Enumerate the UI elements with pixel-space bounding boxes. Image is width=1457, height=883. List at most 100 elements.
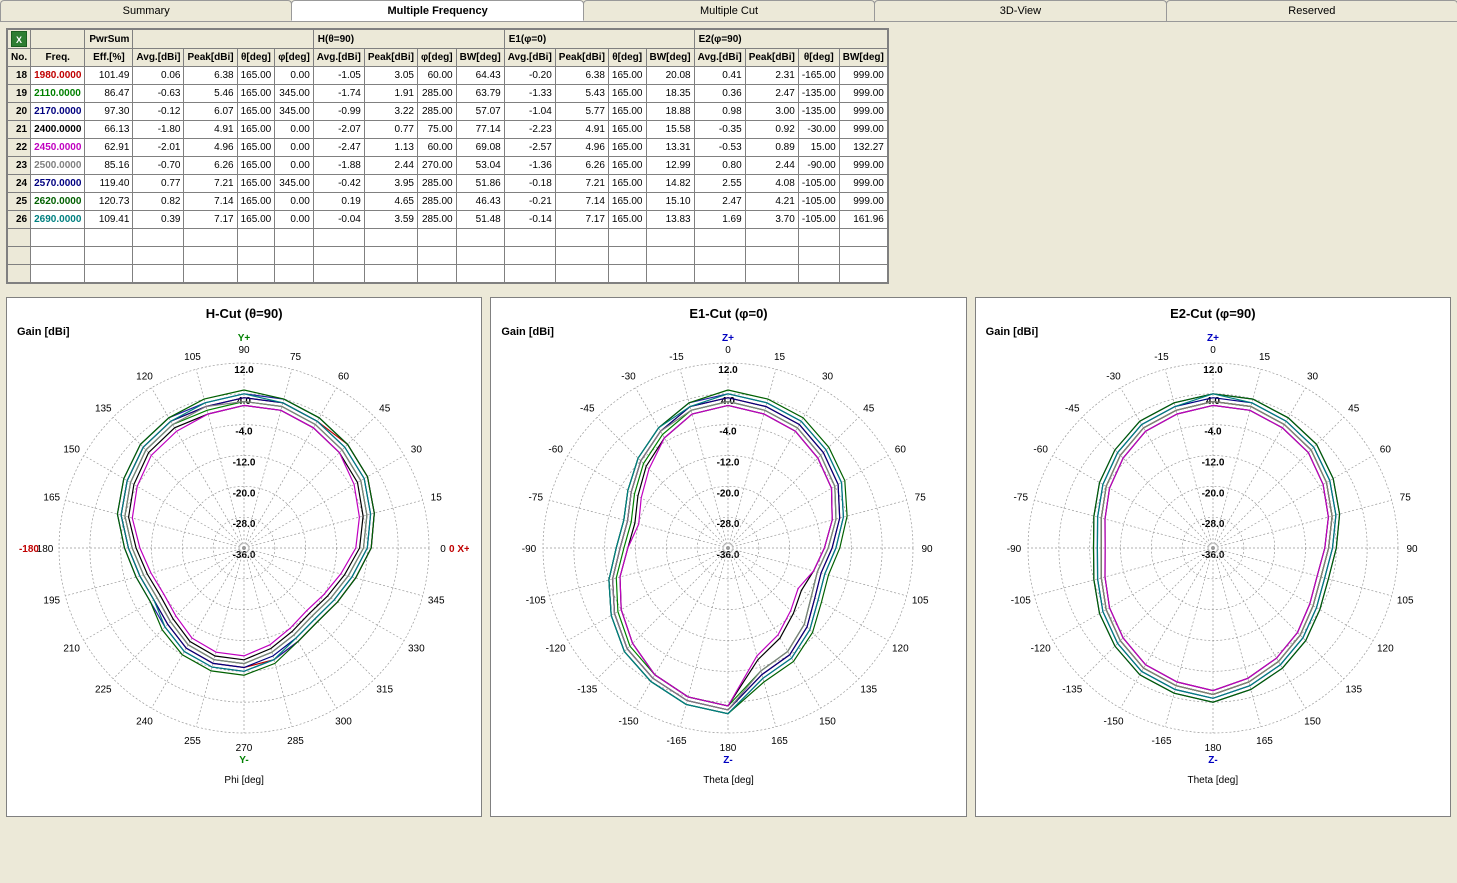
tab-3d-view[interactable]: 3D-View	[874, 0, 1166, 21]
data-cell: 3.70	[745, 211, 798, 229]
data-cell: 4.96	[184, 139, 237, 157]
axis-label: Theta [deg]	[495, 775, 961, 786]
svg-text:60: 60	[1380, 445, 1392, 456]
group-header: H(θ=90)	[313, 30, 504, 49]
svg-text:45: 45	[1348, 403, 1360, 414]
tab-reserved[interactable]: Reserved	[1166, 0, 1457, 21]
excel-export-icon[interactable]: X	[11, 31, 27, 47]
table-row[interactable]: 252620.0000120.730.827.14165.000.000.194…	[8, 193, 888, 211]
svg-text:165: 165	[44, 492, 61, 503]
svg-text:X- -180: X- -180	[19, 544, 39, 555]
data-cell: 6.38	[184, 67, 237, 85]
data-cell: 6.26	[184, 157, 237, 175]
svg-text:-4.0: -4.0	[720, 427, 738, 438]
svg-text:-28.0: -28.0	[233, 519, 256, 530]
freq-cell: 2620.0000	[31, 193, 85, 211]
data-cell: 165.00	[608, 211, 646, 229]
table-row[interactable]: 232500.000085.16-0.706.26165.000.00-1.88…	[8, 157, 888, 175]
table-row[interactable]: 222450.000062.91-2.014.96165.000.00-2.47…	[8, 139, 888, 157]
data-cell: 165.00	[237, 121, 275, 139]
data-cell: 120.73	[85, 193, 133, 211]
table-row[interactable]: 212400.000066.13-1.804.91165.000.00-2.07…	[8, 121, 888, 139]
data-cell: 51.86	[456, 175, 504, 193]
data-cell: 0.36	[694, 85, 745, 103]
trace-line	[132, 405, 359, 656]
tab-summary[interactable]: Summary	[0, 0, 292, 21]
polar-plot: 12.04.0-4.0-12.0-20.0-28.0-36.0907560453…	[19, 323, 469, 773]
data-cell: 285.00	[418, 175, 457, 193]
table-row[interactable]: 181980.0000101.490.066.38165.000.00-1.05…	[8, 67, 888, 85]
polar-chart-panel: E1-Cut (φ=0)Gain [dBi]12.04.0-4.0-12.0-2…	[490, 297, 966, 817]
svg-text:315: 315	[377, 685, 394, 696]
data-cell: 53.04	[456, 157, 504, 175]
column-header: Avg.[dBi]	[694, 49, 745, 67]
data-cell: -0.21	[504, 193, 555, 211]
svg-text:15: 15	[1259, 352, 1271, 363]
column-header: Avg.[dBi]	[504, 49, 555, 67]
data-cell: 0.41	[694, 67, 745, 85]
data-cell: 18.88	[646, 103, 694, 121]
data-cell: 0.19	[313, 193, 364, 211]
axis-label: Phi [deg]	[11, 775, 477, 786]
data-cell: 165.00	[608, 67, 646, 85]
svg-text:-20.0: -20.0	[233, 488, 256, 499]
table-row-empty	[8, 229, 888, 247]
svg-text:-28.0: -28.0	[1201, 519, 1224, 530]
table-row[interactable]: 192110.000086.47-0.635.46165.00345.00-1.…	[8, 85, 888, 103]
data-cell: 165.00	[237, 103, 275, 121]
data-cell: 1.69	[694, 211, 745, 229]
svg-text:165: 165	[1256, 736, 1273, 747]
svg-text:-90: -90	[1007, 544, 1022, 555]
data-cell: 999.00	[839, 103, 887, 121]
data-cell: 0.98	[694, 103, 745, 121]
data-cell: 18.35	[646, 85, 694, 103]
data-cell: 75.00	[418, 121, 457, 139]
svg-text:45: 45	[379, 403, 391, 414]
svg-text:90: 90	[239, 345, 251, 356]
freq-cell: 2690.0000	[31, 211, 85, 229]
column-header: θ[deg]	[608, 49, 646, 67]
data-cell: -1.36	[504, 157, 555, 175]
column-header: Peak[dBi]	[745, 49, 798, 67]
data-cell: 7.21	[184, 175, 237, 193]
data-cell: 2.47	[694, 193, 745, 211]
column-header: Avg.[dBi]	[313, 49, 364, 67]
data-cell: -0.70	[133, 157, 184, 175]
polar-chart-panel: E2-Cut (φ=90)Gain [dBi]12.04.0-4.0-12.0-…	[975, 297, 1451, 817]
data-cell: 15.00	[798, 139, 839, 157]
svg-text:120: 120	[136, 372, 153, 383]
row-number: 21	[8, 121, 31, 139]
data-cell: -2.07	[313, 121, 364, 139]
group-header	[133, 30, 313, 49]
table-row[interactable]: 242570.0000119.400.777.21165.00345.00-0.…	[8, 175, 888, 193]
tab-bar: SummaryMultiple FrequencyMultiple Cut3D-…	[0, 0, 1457, 22]
data-cell: 285.00	[418, 85, 457, 103]
data-cell: -0.99	[313, 103, 364, 121]
tab-multiple-frequency[interactable]: Multiple Frequency	[291, 0, 583, 21]
data-cell: 0.82	[133, 193, 184, 211]
svg-text:120: 120	[1377, 644, 1394, 655]
svg-text:-60: -60	[1033, 445, 1048, 456]
svg-text:150: 150	[1304, 716, 1321, 727]
svg-text:225: 225	[95, 685, 112, 696]
data-cell: 6.07	[184, 103, 237, 121]
data-cell: 285.00	[418, 193, 457, 211]
svg-text:300: 300	[335, 716, 352, 727]
column-header: BW[deg]	[839, 49, 887, 67]
data-cell: -0.12	[133, 103, 184, 121]
table-row[interactable]: 262690.0000109.410.397.17165.000.00-0.04…	[8, 211, 888, 229]
data-cell: 0.00	[275, 67, 314, 85]
svg-text:Y+: Y+	[238, 333, 251, 344]
svg-text:-120: -120	[1030, 644, 1050, 655]
svg-text:-30: -30	[622, 372, 637, 383]
svg-text:105: 105	[184, 352, 201, 363]
freq-cell: 2450.0000	[31, 139, 85, 157]
data-cell: 165.00	[608, 157, 646, 175]
column-header: θ[deg]	[798, 49, 839, 67]
table-row[interactable]: 202170.000097.30-0.126.07165.00345.00-0.…	[8, 103, 888, 121]
svg-text:195: 195	[44, 596, 61, 607]
data-cell: -2.23	[504, 121, 555, 139]
tab-multiple-cut[interactable]: Multiple Cut	[583, 0, 875, 21]
data-cell: 5.43	[555, 85, 608, 103]
data-cell: 97.30	[85, 103, 133, 121]
